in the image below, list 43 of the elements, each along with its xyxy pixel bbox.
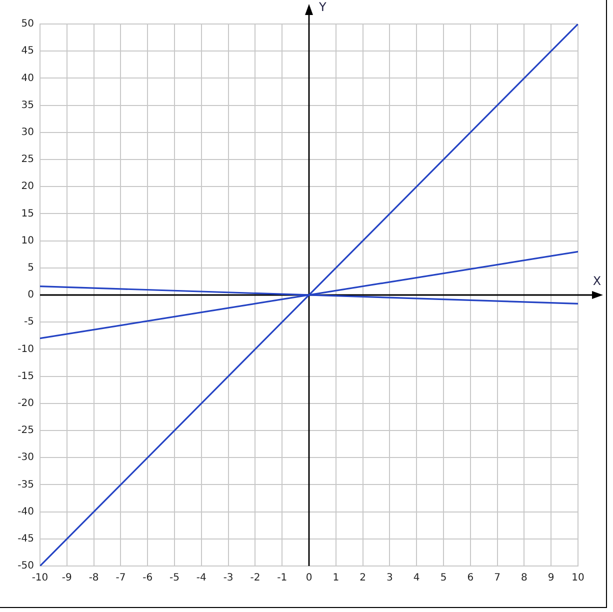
y-tick-label: 50 xyxy=(21,18,34,30)
x-tick-label: 0 xyxy=(306,572,312,584)
x-tick-label: -3 xyxy=(223,572,234,584)
y-tick-label: -35 xyxy=(18,479,34,490)
y-tick-label: -10 xyxy=(18,344,34,355)
y-axis-title: Y xyxy=(318,0,327,14)
y-tick-label: 5 xyxy=(28,262,34,274)
x-tick-label: -7 xyxy=(116,572,126,584)
y-tick-label: 40 xyxy=(21,72,34,84)
y-tick-label: 0 xyxy=(28,290,34,301)
y-tick-label: 30 xyxy=(21,126,34,138)
x-tick-label: 8 xyxy=(521,572,528,584)
x-tick-label: -8 xyxy=(88,572,99,584)
x-tick-label: 4 xyxy=(413,572,420,584)
x-tick-label: -1 xyxy=(277,572,288,584)
x-tick-label: 1 xyxy=(332,572,340,584)
y-tick-label: -45 xyxy=(18,533,34,544)
x-tick-label: -6 xyxy=(142,572,153,584)
y-tick-label: 20 xyxy=(21,181,34,192)
x-axis-title: X xyxy=(592,274,602,288)
y-tick-label: 25 xyxy=(21,154,34,166)
x-tick-label: -9 xyxy=(62,572,72,584)
x-tick-label: 7 xyxy=(494,572,500,584)
x-tick-label: 3 xyxy=(386,572,393,584)
y-tick-label: 35 xyxy=(21,100,34,111)
y-tick-label: -30 xyxy=(18,452,34,464)
y-tick-label: -50 xyxy=(18,560,34,572)
y-tick-label: 15 xyxy=(21,208,34,220)
x-tick-label: 6 xyxy=(467,572,474,584)
x-tick-label: -2 xyxy=(250,572,260,584)
x-tick-label: 5 xyxy=(440,572,447,584)
y-tick-label: -5 xyxy=(24,316,34,328)
x-tick-label: -4 xyxy=(196,572,206,584)
x-tick-label: 10 xyxy=(572,572,584,584)
y-tick-label: -40 xyxy=(18,506,34,518)
x-tick-label: -5 xyxy=(170,572,180,584)
x-tick-label: 2 xyxy=(360,572,366,584)
y-tick-label: -20 xyxy=(18,398,34,409)
x-tick-label: 9 xyxy=(548,572,554,584)
y-tick-label: -15 xyxy=(18,370,34,382)
y-tick-label: -25 xyxy=(18,425,34,436)
y-tick-label: 45 xyxy=(21,46,34,57)
y-tick-label: 10 xyxy=(21,235,34,246)
